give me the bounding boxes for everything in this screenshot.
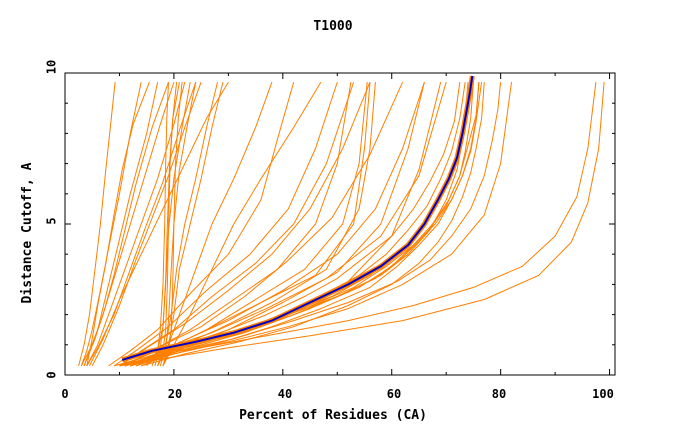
x-tick-label: 80 [492,387,506,401]
model-series-line [154,82,180,367]
model-series-line [113,81,338,367]
x-axis-label: Percent of Residues (CA) [239,408,427,423]
y-tick-labels: 0 5 10 [45,60,59,379]
x-tick-label: 100 [592,387,614,401]
x-tick-label: 40 [278,387,292,401]
model-series-line [157,81,273,367]
model-series-line [119,81,355,367]
model-series-line [130,81,425,367]
model-series-line [89,81,229,367]
y-tick-label: 5 [45,217,59,224]
y-axis-label: Distance Cutoff, A [20,162,35,303]
x-tick-label: 20 [168,387,182,401]
highlight-series-line [121,75,474,361]
model-series-line [108,81,295,367]
model-series-line [80,81,142,367]
x-tick-label: 0 [61,387,68,401]
model-series-line [124,81,404,367]
model-series-line [86,81,150,366]
model-series-line [162,81,224,367]
x-tick-labels: 0 20 40 60 80 100 [61,387,613,401]
model-series-line [91,81,202,367]
tick-layer [64,72,615,376]
chart-title: T1000 [313,19,352,34]
model-series-line [86,81,186,367]
model-series-line [124,82,352,367]
model-series-line [83,81,175,367]
x-tick-label: 60 [387,387,401,401]
model-series-line [119,82,597,367]
series-layer [78,75,605,367]
model-series-line [162,81,322,367]
model-series-line [157,81,218,367]
y-tick-label: 10 [45,60,59,74]
model-series-line [119,81,371,367]
model-series-line [141,81,425,367]
plot-area [64,72,616,376]
model-series-line [80,81,169,367]
model-series-line [130,82,474,367]
model-series-line [135,82,502,367]
model-series-line [78,82,116,367]
model-series-line [119,82,605,367]
plot-frame [64,72,616,376]
y-tick-label: 0 [45,371,59,378]
